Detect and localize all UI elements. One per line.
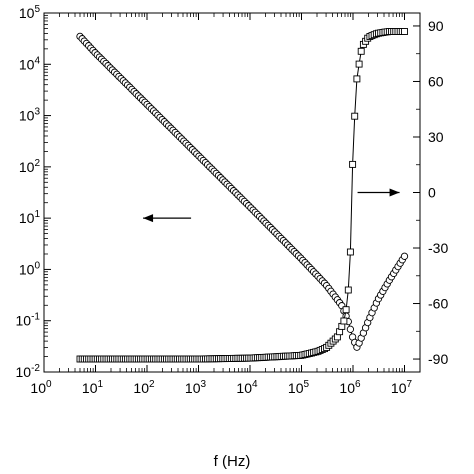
series-2-point <box>351 112 359 120</box>
y-right-tick-label: 60 <box>428 73 444 89</box>
y-left-tick-label: 10-2 <box>16 363 41 380</box>
x-tick-label: 101 <box>82 379 104 396</box>
y-left-tick-label: 10-1 <box>16 312 41 329</box>
y-left-tick-label: 104 <box>19 55 41 72</box>
y-left-tick-label: 100 <box>19 260 41 277</box>
ticks-layer <box>43 12 421 373</box>
y-right-tick-label: 0 <box>428 185 436 201</box>
x-tick-label: 106 <box>339 379 361 396</box>
x-tick-label: 102 <box>133 379 155 396</box>
series-2-point <box>355 60 363 68</box>
y-left-tick-label: 105 <box>19 4 41 21</box>
y-right-tick-label: 30 <box>428 129 444 145</box>
y-right-tick-label: -90 <box>428 351 448 367</box>
series-2-point <box>349 160 357 168</box>
labels-layer: 100 101 102 103 104 105 106 107 10-2 10-1 100 101 10… <box>16 4 449 396</box>
x-axis-title: f (Hz) <box>214 453 251 470</box>
y-left-tick-label: 102 <box>19 158 41 175</box>
series-2-point <box>342 306 350 314</box>
y-right-tick-label: -30 <box>428 240 448 256</box>
series-2-point <box>340 317 348 325</box>
x-tick-label: 107 <box>391 379 413 396</box>
series-2-point <box>357 47 365 55</box>
x-tick-label: 100 <box>30 379 52 396</box>
x-tick-label: 104 <box>236 379 258 396</box>
series-2-point <box>346 248 354 256</box>
series-1-point <box>400 252 409 260</box>
x-tick-label: 105 <box>288 379 310 396</box>
x-tick-label: 103 <box>185 379 207 396</box>
y-right-tick-label: -60 <box>428 296 448 312</box>
series-2-point <box>353 75 361 83</box>
series-2-point <box>344 286 352 294</box>
y-left-tick-label: 103 <box>19 107 41 124</box>
arrow-right-head <box>389 188 400 197</box>
arrow-left-head <box>143 214 154 223</box>
series-1-point <box>346 325 355 333</box>
series-layer <box>76 28 409 363</box>
y-right-tick-label: 90 <box>428 18 444 34</box>
series-2-point <box>401 28 408 35</box>
y-left-tick-label: 101 <box>19 209 41 226</box>
